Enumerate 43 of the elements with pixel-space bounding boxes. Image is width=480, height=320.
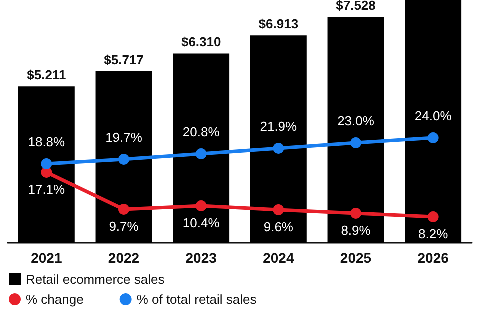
bar: [18, 86, 75, 243]
legend-label: Retail ecommerce sales: [26, 272, 166, 287]
x-tick-label: 2023: [186, 250, 218, 266]
point: [428, 132, 439, 144]
data-label: 19.7%: [106, 130, 143, 145]
point: [196, 200, 207, 212]
point: [428, 212, 439, 222]
data-label: 9.6%: [264, 220, 294, 234]
data-label: $5.211: [27, 68, 66, 83]
legend-label: % of total retail sales: [136, 292, 258, 307]
data-label: 20.8%: [182, 124, 220, 140]
point: [118, 154, 130, 165]
point: [350, 138, 362, 148]
x-tick-label: 2025: [340, 250, 372, 266]
data-label: 23.0%: [338, 114, 375, 128]
data-label: 21.9%: [260, 119, 298, 134]
x-tick-label: 2026: [418, 250, 450, 266]
data-label: 10.4%: [182, 216, 220, 230]
data-label: $6.310: [181, 34, 222, 50]
point: [41, 158, 52, 170]
point: [350, 208, 362, 219]
legend-label: % change: [26, 292, 84, 307]
data-label: 8.9%: [341, 223, 372, 238]
point: [118, 204, 130, 215]
x-tick-label: 2022: [108, 250, 140, 266]
data-label: 18.8%: [28, 134, 66, 150]
data-label: 9.7%: [109, 219, 140, 234]
data-label: $7.528: [336, 0, 376, 14]
bar: [96, 71, 152, 243]
point: [273, 143, 284, 154]
point: [196, 148, 207, 160]
data-label: 17.1%: [28, 182, 66, 197]
data-label: 24.0%: [414, 108, 452, 124]
bar: [173, 54, 230, 243]
point: [273, 204, 284, 216]
data-label: $6.913: [258, 16, 299, 32]
data-label: 8.2%: [418, 226, 449, 242]
x-tick-label: 2024: [263, 250, 294, 266]
x-tick-label: 2021: [31, 250, 62, 266]
bar: [250, 36, 307, 243]
data-label: $5.717: [104, 52, 144, 68]
bar: [328, 17, 384, 243]
bar: [405, 0, 462, 243]
